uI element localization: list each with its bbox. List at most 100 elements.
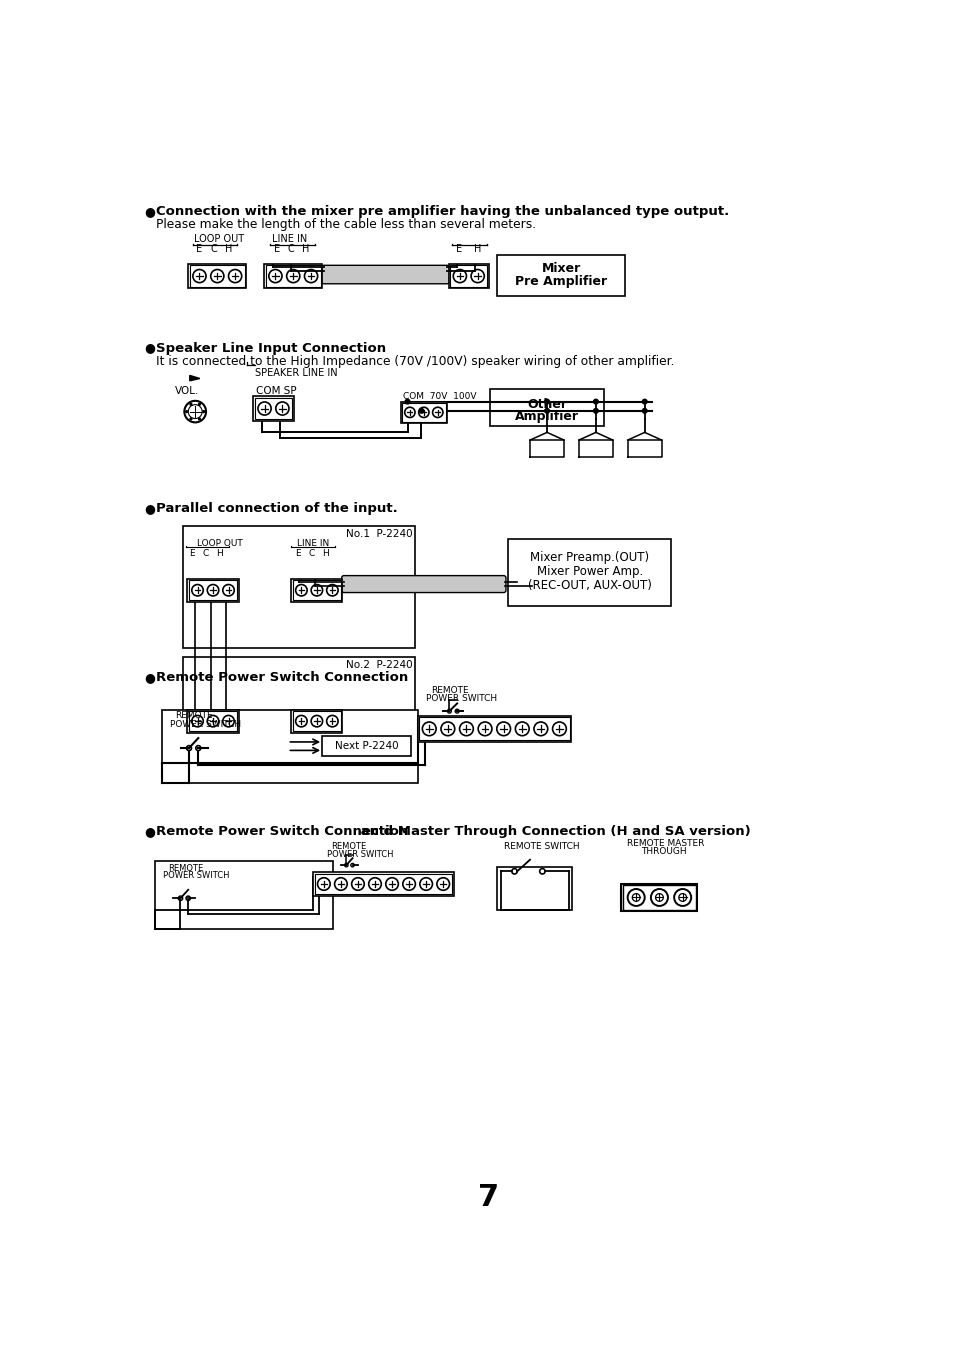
Bar — [622, 885, 695, 909]
Text: ●: ● — [144, 501, 154, 515]
Bar — [189, 580, 236, 600]
Text: C: C — [308, 550, 314, 558]
Circle shape — [418, 408, 423, 413]
Text: C: C — [203, 550, 209, 558]
Bar — [418, 717, 569, 740]
Bar — [187, 709, 238, 732]
Text: COM  70V  100V: COM 70V 100V — [402, 392, 476, 401]
Bar — [162, 709, 417, 782]
Text: E: E — [456, 243, 461, 254]
Text: Please make the length of the cable less than several meters.: Please make the length of the cable less… — [155, 219, 536, 231]
Bar — [450, 265, 487, 286]
Text: H: H — [473, 243, 480, 254]
Bar — [190, 265, 245, 286]
Text: H: H — [322, 550, 329, 558]
Text: 7: 7 — [477, 1183, 499, 1212]
Text: Amplifier: Amplifier — [515, 411, 578, 423]
Circle shape — [190, 404, 192, 405]
Circle shape — [641, 400, 646, 404]
Text: Pre Amplifier: Pre Amplifier — [515, 274, 607, 288]
Bar — [183, 527, 415, 648]
Bar — [188, 263, 246, 288]
Bar — [266, 265, 320, 286]
Bar — [293, 711, 340, 731]
Bar — [448, 263, 488, 288]
Text: Mixer Power Amp.: Mixer Power Amp. — [536, 565, 642, 578]
Bar — [497, 254, 624, 296]
Text: Connection with the mixer pre amplifier having the unbalanced type output.: Connection with the mixer pre amplifier … — [155, 205, 728, 219]
Bar — [264, 263, 322, 288]
Text: H: H — [302, 243, 310, 254]
Text: Next P-2240: Next P-2240 — [335, 740, 397, 751]
Circle shape — [190, 417, 192, 420]
Text: ●: ● — [144, 205, 154, 219]
Circle shape — [405, 400, 410, 404]
Bar — [291, 709, 342, 732]
Text: REMOTE SWITCH: REMOTE SWITCH — [503, 842, 578, 851]
Text: an d Master Through Connection (H and SA version): an d Master Through Connection (H and SA… — [355, 825, 750, 838]
Bar — [154, 862, 333, 929]
Bar — [187, 578, 238, 601]
Text: ●: ● — [144, 342, 154, 354]
Text: E: E — [189, 550, 194, 558]
FancyBboxPatch shape — [341, 576, 505, 593]
Text: ●: ● — [144, 825, 154, 838]
Text: H: H — [216, 550, 223, 558]
Text: Remote Power Switch Connection: Remote Power Switch Connection — [155, 825, 408, 838]
FancyBboxPatch shape — [321, 265, 449, 284]
Text: E: E — [294, 550, 300, 558]
Bar — [314, 874, 452, 894]
Text: (REC-OUT, AUX-OUT): (REC-OUT, AUX-OUT) — [527, 578, 651, 592]
Text: H: H — [225, 243, 232, 254]
Text: Speaker Line Input Connection: Speaker Line Input Connection — [155, 342, 385, 354]
Text: COM SP: COM SP — [255, 386, 296, 396]
Circle shape — [198, 417, 200, 420]
Bar — [293, 580, 340, 600]
Circle shape — [198, 404, 200, 405]
Text: REMOTE: REMOTE — [431, 686, 468, 696]
Bar — [400, 401, 447, 423]
Circle shape — [186, 411, 188, 412]
Text: ●: ● — [144, 671, 154, 684]
Circle shape — [544, 400, 549, 404]
Bar — [253, 396, 294, 422]
Text: Parallel connection of the input.: Parallel connection of the input. — [155, 501, 397, 515]
Text: POWER SWITCH: POWER SWITCH — [170, 720, 240, 728]
Text: POWER SWITCH: POWER SWITCH — [162, 871, 229, 881]
Text: REMOTE: REMOTE — [174, 711, 213, 720]
Text: Mixer: Mixer — [541, 262, 580, 276]
Bar — [322, 736, 411, 755]
Circle shape — [593, 408, 598, 413]
Text: POWER SWITCH: POWER SWITCH — [426, 694, 497, 703]
Bar — [254, 397, 292, 419]
Bar — [489, 389, 604, 426]
Text: SPEAKER LINE IN: SPEAKER LINE IN — [254, 367, 337, 378]
Text: REMOTE: REMOTE — [168, 863, 203, 873]
Text: E: E — [195, 243, 202, 254]
Circle shape — [641, 408, 646, 413]
Bar — [291, 578, 342, 601]
Text: REMOTE: REMOTE — [331, 842, 366, 851]
Circle shape — [203, 411, 205, 412]
Bar — [417, 716, 571, 742]
Text: C: C — [288, 243, 294, 254]
Circle shape — [593, 400, 598, 404]
Bar — [313, 871, 454, 896]
Text: Mixer Preamp.(OUT): Mixer Preamp.(OUT) — [530, 551, 649, 563]
Text: THROUGH: THROUGH — [640, 847, 686, 855]
Text: LOOP OUT: LOOP OUT — [194, 235, 244, 245]
Text: LINE IN: LINE IN — [272, 235, 307, 245]
Bar — [183, 657, 415, 755]
Text: POWER SWITCH: POWER SWITCH — [327, 850, 393, 859]
Circle shape — [544, 408, 549, 413]
Polygon shape — [190, 376, 199, 381]
Text: No.1  P-2240: No.1 P-2240 — [345, 530, 412, 539]
Text: Other: Other — [526, 397, 566, 411]
Text: Remote Power Switch Connection: Remote Power Switch Connection — [155, 671, 408, 684]
Text: LOOP OUT: LOOP OUT — [196, 539, 242, 547]
Text: No.2  P-2240: No.2 P-2240 — [345, 661, 412, 670]
Text: It is connected to the High Impedance (70V /100V) speaker wiring of other amplif: It is connected to the High Impedance (7… — [155, 354, 674, 367]
Bar — [189, 711, 236, 731]
Text: LINE IN: LINE IN — [297, 539, 330, 547]
Bar — [497, 867, 571, 909]
